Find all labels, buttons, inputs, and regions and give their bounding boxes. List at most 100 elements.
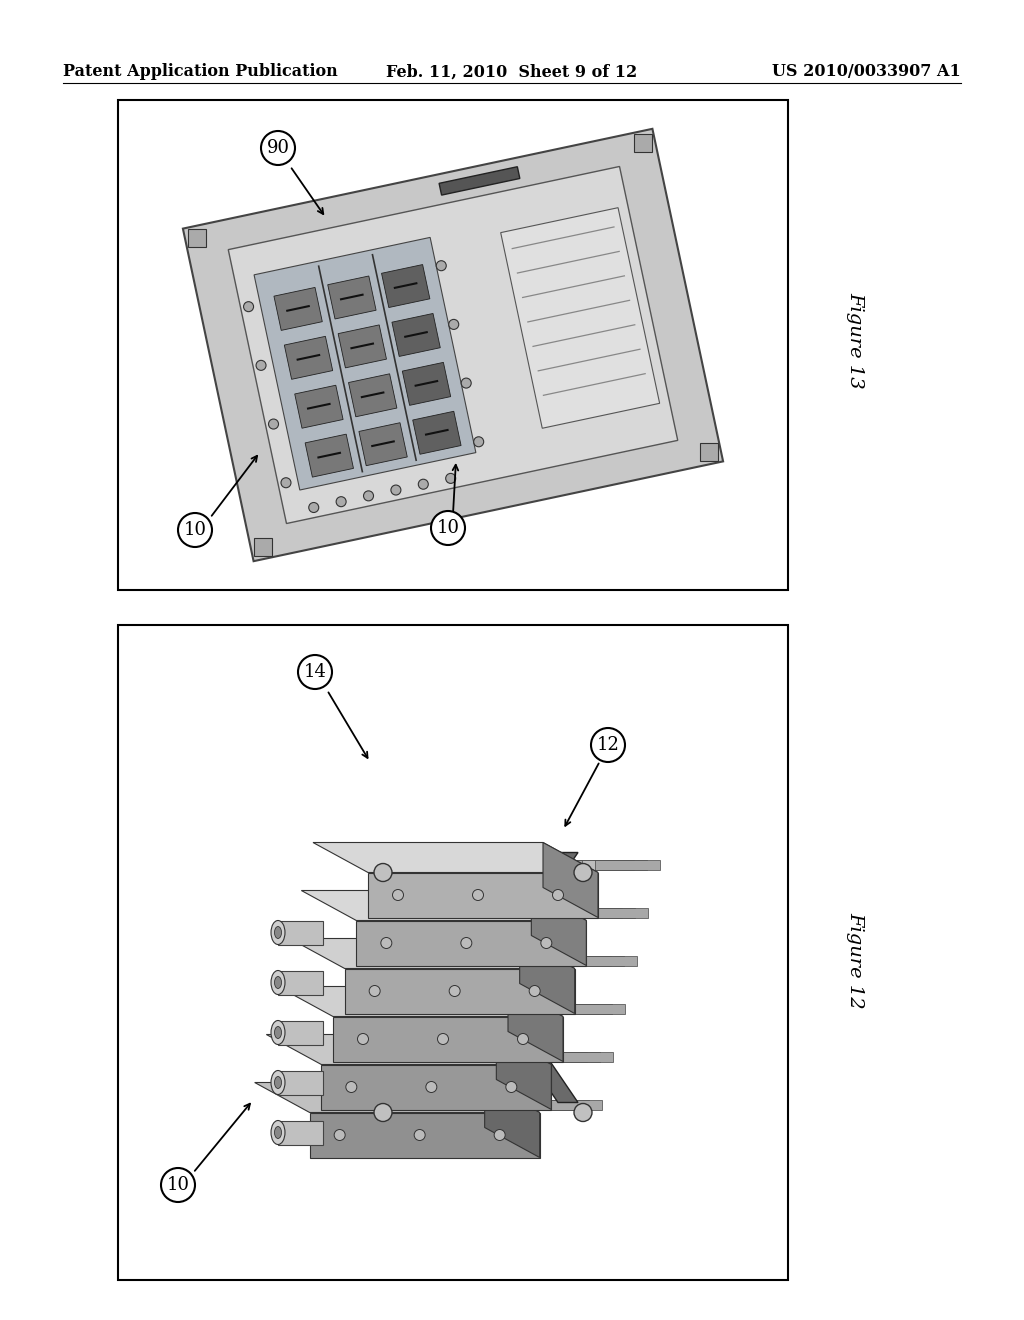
Ellipse shape <box>271 970 285 994</box>
Circle shape <box>334 1130 345 1140</box>
Circle shape <box>381 937 392 949</box>
Text: 14: 14 <box>303 663 327 681</box>
Ellipse shape <box>271 920 285 945</box>
Circle shape <box>472 890 483 900</box>
Polygon shape <box>531 891 587 965</box>
Polygon shape <box>543 842 598 917</box>
Circle shape <box>574 863 592 882</box>
Polygon shape <box>570 908 635 917</box>
Circle shape <box>461 937 472 949</box>
Text: Figure 13: Figure 13 <box>846 292 864 388</box>
Polygon shape <box>274 288 323 330</box>
Circle shape <box>261 131 295 165</box>
Polygon shape <box>560 1005 625 1014</box>
Polygon shape <box>595 861 660 870</box>
Circle shape <box>161 1168 195 1203</box>
Polygon shape <box>543 861 608 870</box>
Ellipse shape <box>274 977 282 989</box>
Polygon shape <box>345 969 574 1014</box>
Polygon shape <box>301 891 587 920</box>
Polygon shape <box>484 1100 550 1110</box>
Circle shape <box>450 986 460 997</box>
Bar <box>278 1020 323 1044</box>
Polygon shape <box>439 166 520 195</box>
Polygon shape <box>313 842 598 873</box>
Circle shape <box>495 1130 505 1140</box>
Polygon shape <box>305 434 353 477</box>
Polygon shape <box>497 1035 551 1110</box>
Polygon shape <box>368 873 598 917</box>
Polygon shape <box>519 956 585 966</box>
Polygon shape <box>547 1005 612 1014</box>
Circle shape <box>553 890 563 900</box>
Circle shape <box>449 319 459 330</box>
Circle shape <box>370 986 380 997</box>
Circle shape <box>244 302 254 312</box>
Polygon shape <box>546 956 610 966</box>
Bar <box>254 539 271 556</box>
Polygon shape <box>348 374 397 417</box>
Polygon shape <box>413 412 461 454</box>
Polygon shape <box>295 385 343 428</box>
Circle shape <box>574 1104 592 1122</box>
Circle shape <box>357 1034 369 1044</box>
Bar <box>278 1121 323 1144</box>
Polygon shape <box>537 1100 602 1110</box>
Polygon shape <box>534 1005 599 1014</box>
Ellipse shape <box>271 1071 285 1094</box>
Polygon shape <box>255 1082 540 1113</box>
Circle shape <box>346 1081 356 1093</box>
Polygon shape <box>333 1016 563 1061</box>
Polygon shape <box>584 908 648 917</box>
Circle shape <box>392 890 403 900</box>
Text: 10: 10 <box>183 521 207 539</box>
Polygon shape <box>532 956 598 966</box>
Bar <box>118 100 788 590</box>
Circle shape <box>418 479 428 490</box>
Polygon shape <box>183 129 723 561</box>
Bar <box>278 970 323 994</box>
Circle shape <box>391 484 401 495</box>
Polygon shape <box>338 325 386 368</box>
Circle shape <box>431 511 465 545</box>
Polygon shape <box>519 939 574 1014</box>
Circle shape <box>541 937 552 949</box>
Polygon shape <box>392 313 440 356</box>
Text: Figure 12: Figure 12 <box>846 912 864 1008</box>
Ellipse shape <box>274 1077 282 1089</box>
Ellipse shape <box>271 1121 285 1144</box>
Polygon shape <box>254 238 476 490</box>
Polygon shape <box>501 207 659 428</box>
Circle shape <box>268 418 279 429</box>
Polygon shape <box>356 920 587 965</box>
Polygon shape <box>582 861 647 870</box>
Polygon shape <box>382 264 430 308</box>
Polygon shape <box>536 1052 600 1063</box>
Ellipse shape <box>274 1126 282 1138</box>
Circle shape <box>474 437 483 446</box>
Ellipse shape <box>274 927 282 939</box>
Bar <box>278 1071 323 1094</box>
Polygon shape <box>569 861 634 870</box>
Circle shape <box>445 474 456 483</box>
Polygon shape <box>322 1064 551 1110</box>
Polygon shape <box>521 1005 586 1014</box>
Circle shape <box>374 863 392 882</box>
Text: 10: 10 <box>436 519 460 537</box>
Circle shape <box>374 1104 392 1122</box>
Text: 10: 10 <box>167 1176 189 1195</box>
Polygon shape <box>498 1100 562 1110</box>
Polygon shape <box>497 1052 561 1063</box>
Text: Patent Application Publication: Patent Application Publication <box>63 63 338 81</box>
Bar <box>634 135 652 152</box>
Polygon shape <box>511 1100 575 1110</box>
Circle shape <box>281 478 291 487</box>
Text: US 2010/0033907 A1: US 2010/0033907 A1 <box>772 63 961 81</box>
Bar <box>188 228 206 247</box>
Polygon shape <box>484 1082 540 1158</box>
Circle shape <box>256 360 266 371</box>
Circle shape <box>529 986 541 997</box>
Polygon shape <box>359 422 408 466</box>
Polygon shape <box>531 908 596 917</box>
Polygon shape <box>388 853 578 1102</box>
